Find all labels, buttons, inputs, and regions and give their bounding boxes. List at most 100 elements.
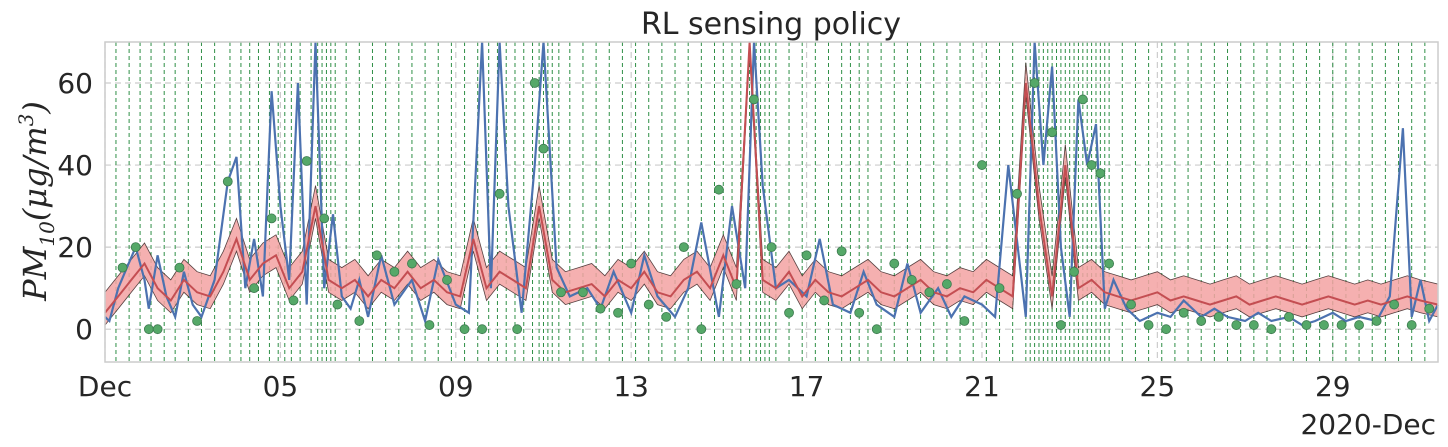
sensed-point-marker bbox=[288, 295, 299, 306]
sensed-point-marker bbox=[713, 184, 724, 195]
sensed-point-marker bbox=[152, 324, 163, 335]
series-lines bbox=[104, 41, 1439, 327]
sensed-point-marker bbox=[819, 295, 830, 306]
sensed-point-marker bbox=[1336, 320, 1347, 330]
sensed-point-marker bbox=[192, 316, 202, 326]
sensed-point-marker bbox=[1248, 320, 1259, 330]
sensed-point-marker bbox=[1012, 188, 1022, 199]
sensed-point-marker bbox=[117, 262, 128, 273]
sensed-point-marker bbox=[301, 156, 312, 166]
sensed-point-marker bbox=[643, 299, 654, 310]
y-axis-label-sub: 10 bbox=[35, 221, 59, 247]
sensed-point-marker bbox=[1406, 320, 1417, 330]
sensed-point-marker bbox=[595, 303, 606, 314]
sensed-point-marker bbox=[442, 275, 452, 285]
sensed-point-marker bbox=[459, 324, 470, 335]
sensed-point-marker bbox=[529, 78, 540, 88]
sensed-point-marker bbox=[222, 176, 233, 187]
sensed-point-marker bbox=[1086, 160, 1097, 170]
sensed-point-marker bbox=[494, 188, 505, 199]
sensed-point-marker bbox=[906, 275, 917, 285]
sensed-point-marker bbox=[854, 307, 865, 318]
chart-title: RL sensing policy bbox=[641, 7, 901, 42]
sensed-point-marker bbox=[407, 258, 417, 269]
sensed-point-marker bbox=[784, 307, 794, 318]
sensed-point-marker bbox=[1389, 299, 1400, 310]
sensed-point-marker bbox=[836, 246, 847, 257]
sensed-point-marker bbox=[319, 213, 330, 224]
sensed-point-marker bbox=[556, 287, 566, 298]
sensed-point-marker bbox=[266, 213, 277, 224]
sensed-point-marker bbox=[1047, 127, 1058, 138]
sensed-point-marker bbox=[1029, 78, 1040, 88]
sensed-point-marker bbox=[1266, 324, 1277, 335]
sensed-point-marker bbox=[1424, 303, 1435, 314]
x-tick-label: 25 bbox=[1140, 370, 1176, 403]
sensed-point-marker bbox=[977, 160, 987, 170]
sensed-point-marker bbox=[924, 287, 935, 298]
y-axis-label-main: PM bbox=[16, 245, 54, 302]
y-tick-label: 20 bbox=[57, 231, 93, 264]
sensed-point-marker bbox=[1213, 311, 1224, 322]
x-tick-label: 09 bbox=[438, 370, 474, 403]
sensed-point-marker bbox=[424, 320, 435, 330]
sensed-point-marker bbox=[143, 324, 154, 335]
sensed-point-marker bbox=[1319, 320, 1329, 330]
y-axis-label-close: ) bbox=[16, 101, 54, 114]
sensed-point-marker bbox=[538, 143, 549, 154]
x-tick-label: 29 bbox=[1315, 370, 1351, 403]
sensed-point-marker bbox=[389, 266, 400, 277]
sensed-point-marker bbox=[1126, 299, 1136, 310]
sensed-point-marker bbox=[512, 324, 523, 335]
x-tick-label: 17 bbox=[789, 370, 825, 403]
sensed-point-marker bbox=[1104, 258, 1115, 269]
sensed-point-marker bbox=[477, 324, 487, 335]
y-tick-label: 60 bbox=[57, 67, 93, 100]
sensed-point-marker bbox=[578, 287, 588, 298]
sensed-point-marker bbox=[371, 250, 382, 261]
sensed-point-marker bbox=[174, 262, 185, 273]
sensed-point-marker bbox=[871, 324, 882, 335]
y-axis-label-open: (μg/m bbox=[16, 126, 54, 221]
sensed-point-marker bbox=[1161, 324, 1172, 335]
sensed-point-marker bbox=[130, 242, 141, 253]
sensed-point-marker bbox=[1231, 320, 1242, 330]
x-tick-labels: Dec 05 09 13 17 21 25 29 bbox=[78, 370, 1351, 403]
sensed-point-marker bbox=[1056, 320, 1066, 330]
sensed-markers bbox=[117, 78, 1435, 335]
sensed-point-marker bbox=[731, 279, 742, 289]
sensed-point-marker bbox=[1178, 307, 1189, 318]
y-axis-label-sup: 3 bbox=[14, 114, 38, 127]
sensed-point-marker bbox=[661, 311, 672, 322]
sensed-point-marker bbox=[994, 283, 1005, 294]
sensed-point-marker bbox=[696, 324, 707, 335]
grid-lines bbox=[104, 42, 1438, 362]
plot-frame bbox=[104, 41, 1439, 363]
sensed-point-marker bbox=[1301, 320, 1312, 330]
y-tick-label: 40 bbox=[57, 149, 93, 182]
sensed-point-marker bbox=[1371, 316, 1382, 326]
sensed-point-marker bbox=[1143, 320, 1154, 330]
y-tick-label: 0 bbox=[75, 313, 93, 346]
sensed-point-marker bbox=[749, 94, 759, 105]
x-tick-label: 05 bbox=[263, 370, 299, 403]
sensed-point-marker bbox=[801, 250, 812, 261]
x-tick-label: 13 bbox=[613, 370, 649, 403]
observed-series-line bbox=[104, 41, 1439, 327]
sensed-point-marker bbox=[249, 283, 259, 294]
sensed-point-marker bbox=[941, 279, 952, 289]
x-offset-label: 2020-Dec bbox=[1300, 408, 1436, 441]
sensed-point-marker bbox=[613, 307, 623, 318]
sensed-point-marker bbox=[354, 316, 365, 326]
sensed-point-marker bbox=[1196, 316, 1207, 326]
x-tick-label: 21 bbox=[964, 370, 1000, 403]
sensed-point-marker bbox=[1069, 266, 1079, 277]
sensed-point-marker bbox=[678, 242, 689, 253]
sensed-point-marker bbox=[626, 258, 637, 269]
sensed-point-marker bbox=[332, 299, 343, 310]
sensed-point-marker bbox=[1095, 168, 1106, 179]
sensed-point-marker bbox=[1077, 94, 1088, 105]
predicted-series-line bbox=[104, 41, 1439, 314]
sensed-point-marker bbox=[766, 242, 777, 253]
